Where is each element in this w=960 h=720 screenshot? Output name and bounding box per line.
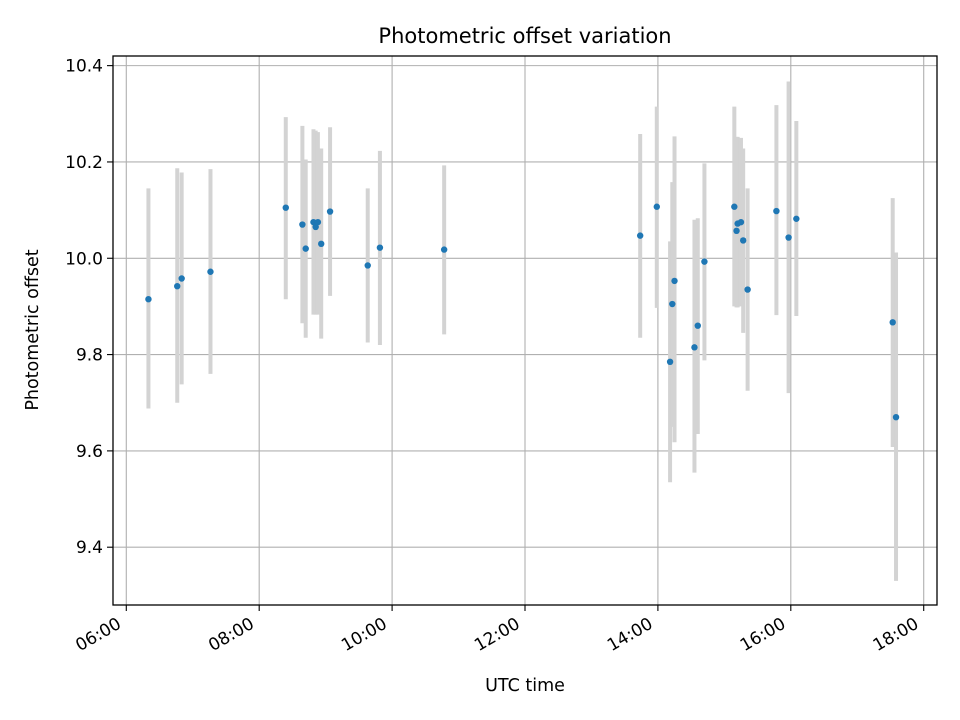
data-point [282, 204, 289, 211]
y-axis: 9.4 9.6 9.8 10.0 10.2 10.4 [65, 57, 113, 558]
data-point [299, 221, 306, 228]
y-axis-label: Photometric offset [23, 249, 43, 410]
data-point [785, 234, 792, 241]
y-tick-label: 9.4 [76, 538, 103, 558]
data-point [312, 223, 319, 231]
data-point [666, 358, 674, 366]
data-point [744, 286, 751, 293]
data-point [733, 227, 740, 235]
grid [113, 56, 937, 605]
data-point [310, 218, 317, 226]
data-point [318, 240, 325, 248]
data-point [145, 295, 152, 303]
data-point [207, 268, 214, 275]
data-point [669, 300, 676, 308]
data-point [636, 232, 644, 239]
data-point [326, 208, 334, 215]
data-point [793, 215, 800, 222]
y-tick-label: 10.0 [65, 249, 103, 269]
data-point [731, 203, 738, 210]
data-point [174, 282, 181, 290]
y-tick-label: 10.4 [65, 57, 103, 77]
data-point [701, 258, 708, 265]
data-points [145, 203, 900, 421]
data-point [773, 207, 780, 215]
data-point [376, 244, 384, 251]
data-point [691, 344, 698, 351]
data-point [364, 262, 371, 269]
data-point [737, 218, 745, 226]
data-point [653, 203, 660, 210]
data-point [892, 413, 900, 421]
data-point [314, 218, 322, 226]
data-point [178, 275, 185, 282]
y-tick-label: 9.6 [76, 442, 103, 462]
data-point [889, 319, 896, 326]
y-tick-label: 10.2 [65, 153, 103, 173]
data-point [302, 245, 309, 252]
data-point [739, 237, 747, 244]
chart-title: Photometric offset variation [378, 24, 671, 48]
data-point [694, 322, 701, 329]
y-tick-label: 9.8 [76, 346, 103, 366]
data-point [671, 277, 678, 285]
data-point [440, 246, 448, 253]
x-axis-label: UTC time [485, 676, 565, 696]
